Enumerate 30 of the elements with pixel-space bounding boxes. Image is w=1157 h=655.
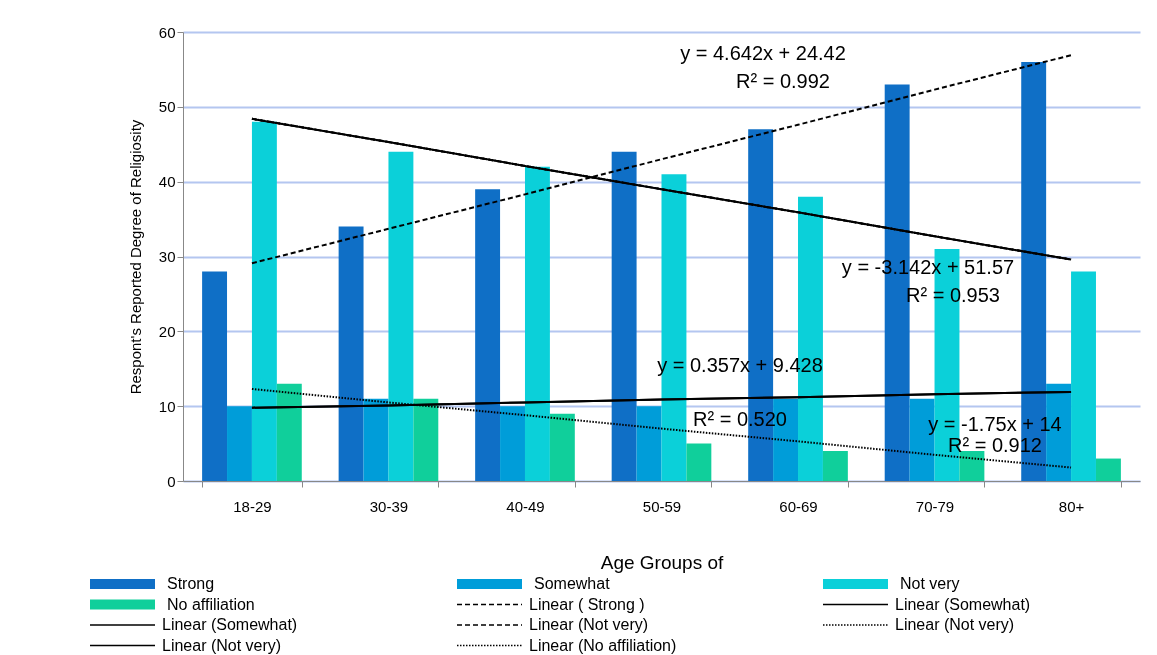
legend-label: Linear (No affiliation) bbox=[529, 636, 677, 654]
x-tick-label: 30-39 bbox=[369, 497, 409, 515]
legend-label: Not very bbox=[900, 575, 960, 592]
x-tick-label: 18-29 bbox=[233, 497, 272, 515]
legend-label: Linear (Not very) bbox=[895, 616, 1015, 633]
y-tick-label: 30 bbox=[158, 248, 176, 265]
y-tick-label: 10 bbox=[158, 397, 176, 415]
y-tick-label: 50 bbox=[158, 98, 176, 116]
x-tick-label: 70-79 bbox=[915, 497, 955, 515]
legend-label: Linear ( Strong ) bbox=[529, 595, 645, 613]
y-axis-title: Respont's Reported Degree of Religiosity bbox=[126, 119, 144, 395]
legend-label: Linear (Not very) bbox=[529, 616, 649, 633]
legend-label: Linear (Not very) bbox=[162, 636, 282, 654]
legend-label: Somewhat bbox=[534, 575, 611, 592]
x-axis-title: Age Groups of bbox=[600, 551, 724, 573]
legend-label: No affiliation bbox=[167, 595, 255, 613]
legend-label: Strong bbox=[167, 575, 215, 592]
x-tick-label: 80+ bbox=[1058, 497, 1085, 515]
annotation: R² = 0.992 bbox=[736, 70, 830, 92]
x-tick-label: 40-49 bbox=[506, 497, 545, 515]
annotation: y = 4.642x + 24.42 bbox=[680, 42, 846, 64]
y-tick-label: 40 bbox=[158, 173, 176, 191]
y-tick-label: 60 bbox=[158, 23, 176, 41]
y-tick-label: 20 bbox=[158, 322, 176, 340]
y-tick-label: 0 bbox=[167, 472, 176, 490]
annotation: y = -1.75x + 14 bbox=[928, 413, 1062, 435]
legend-label: Linear (Somewhat) bbox=[162, 616, 298, 633]
x-tick-label: 60-69 bbox=[779, 497, 818, 515]
legend-label: Linear (Somewhat) bbox=[895, 595, 1031, 613]
x-tick-label: 50-59 bbox=[642, 497, 682, 515]
